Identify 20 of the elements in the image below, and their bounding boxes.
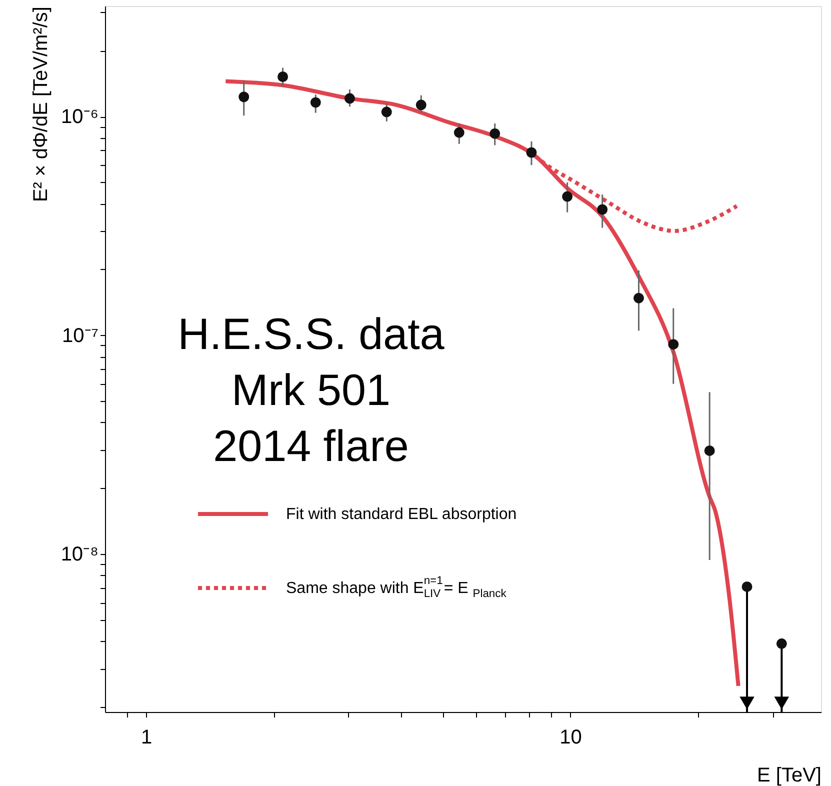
point — [381, 106, 392, 118]
point — [310, 97, 321, 108]
annotation: H.E.S.S. data Mrk 501 2014 flare — [178, 310, 445, 471]
point — [238, 92, 250, 102]
point — [704, 445, 715, 456]
point — [526, 147, 537, 158]
x-tick-label: 10 — [560, 726, 582, 748]
legend-label: Fit with standard EBL absorption — [286, 506, 517, 523]
x-tick-label: 1 — [141, 726, 152, 748]
point — [490, 128, 500, 139]
point — [633, 292, 644, 304]
y-tick-label: 10⁻⁷ — [62, 324, 98, 347]
x-axis-title: E [TeV] — [757, 764, 822, 786]
y-tick-label: 10⁻⁶ — [61, 106, 98, 128]
point — [454, 127, 464, 138]
y-axis-title: E² × dΦ/dE [TeV/m²/s] — [30, 6, 52, 202]
y-tick-label: 10⁻⁸ — [60, 544, 98, 566]
point — [668, 339, 679, 350]
point — [562, 191, 573, 202]
point — [597, 204, 608, 215]
